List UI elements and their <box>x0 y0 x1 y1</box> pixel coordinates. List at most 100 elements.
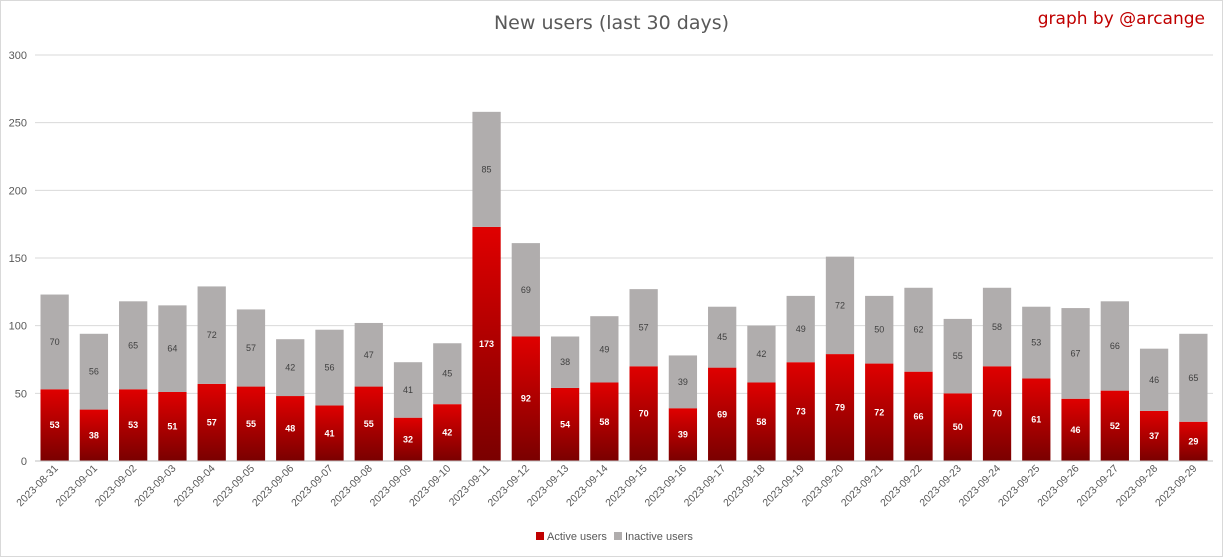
bar-active[interactable] <box>904 371 933 461</box>
bar-active[interactable] <box>40 389 69 461</box>
bar-inactive[interactable] <box>315 329 344 406</box>
data-label-inactive: 58 <box>992 322 1002 332</box>
data-label-active: 48 <box>285 424 295 434</box>
bar-active[interactable] <box>1100 390 1129 461</box>
bar-inactive[interactable] <box>1139 348 1169 411</box>
bar-inactive[interactable] <box>1179 333 1208 422</box>
data-label-inactive: 67 <box>1071 348 1081 358</box>
data-label-active: 53 <box>128 420 138 430</box>
bar-inactive[interactable] <box>40 294 69 390</box>
y-tick-label: 0 <box>21 456 27 468</box>
y-axis: 0 50 100 150 200 250 300 <box>9 50 27 468</box>
bar-inactive[interactable] <box>629 289 658 367</box>
data-label-active: 69 <box>717 409 727 419</box>
data-label-active: 58 <box>599 417 609 427</box>
bar-active[interactable] <box>1061 398 1090 461</box>
data-label-inactive: 85 <box>482 164 492 174</box>
bar-active[interactable] <box>158 391 187 461</box>
bar-inactive[interactable] <box>943 318 972 394</box>
data-label-inactive: 64 <box>167 344 177 354</box>
bar-inactive[interactable] <box>904 287 933 372</box>
bar-inactive[interactable] <box>236 309 266 387</box>
bar-inactive[interactable] <box>433 343 462 405</box>
bar-inactive[interactable] <box>550 336 580 388</box>
x-axis: 2023-08-312023-09-012023-09-022023-09-03… <box>14 460 1213 510</box>
bar-inactive[interactable] <box>1061 308 1090 399</box>
bar-active[interactable] <box>590 382 619 461</box>
bar-active[interactable] <box>1139 410 1169 461</box>
bar-active[interactable] <box>472 226 501 461</box>
bar-active[interactable] <box>943 393 972 461</box>
data-label-inactive: 72 <box>207 330 217 340</box>
bar-active[interactable] <box>197 383 226 461</box>
data-label-inactive: 47 <box>364 350 374 360</box>
bar-inactive[interactable] <box>472 111 501 227</box>
bar-inactive[interactable] <box>668 355 698 409</box>
y-tick-label: 100 <box>9 321 27 333</box>
data-label-inactive: 65 <box>128 340 138 350</box>
bar-active[interactable] <box>433 404 462 461</box>
bar-inactive[interactable] <box>1100 301 1129 391</box>
bar-inactive[interactable] <box>1022 306 1051 379</box>
bar-inactive[interactable] <box>590 316 619 383</box>
bar-inactive[interactable] <box>197 286 226 384</box>
bar-active[interactable] <box>354 386 383 461</box>
data-label-active: 55 <box>364 419 374 429</box>
data-label-active: 39 <box>678 430 688 440</box>
legend: Active users Inactive users <box>536 531 693 543</box>
bar-active[interactable] <box>982 366 1012 461</box>
data-label-active: 66 <box>913 411 923 421</box>
bar-active[interactable] <box>668 408 698 461</box>
bar-active[interactable] <box>315 405 344 461</box>
bar-active[interactable] <box>825 354 855 461</box>
bar-inactive[interactable] <box>393 362 423 418</box>
data-label-active: 61 <box>1031 415 1041 425</box>
data-label-active: 29 <box>1188 436 1198 446</box>
legend-label-active[interactable]: Active users <box>547 531 607 543</box>
bar-active[interactable] <box>79 409 109 461</box>
data-label-inactive: 72 <box>835 300 845 310</box>
bar-inactive[interactable] <box>119 301 148 390</box>
bar-inactive[interactable] <box>747 325 776 383</box>
bar-active[interactable] <box>119 389 148 461</box>
bar-inactive[interactable] <box>708 306 737 368</box>
bar-active[interactable] <box>393 417 423 461</box>
bar-active[interactable] <box>629 366 658 461</box>
bar-active[interactable] <box>236 386 266 461</box>
y-tick-label: 150 <box>9 253 27 265</box>
chart-title: New users (last 30 days) <box>493 12 730 34</box>
bar-inactive[interactable] <box>276 339 305 397</box>
bar-inactive[interactable] <box>354 322 383 387</box>
bar-active[interactable] <box>1179 421 1208 461</box>
bar-active[interactable] <box>747 382 776 461</box>
data-label-inactive: 49 <box>796 324 806 334</box>
bar-active[interactable] <box>511 336 540 461</box>
data-label-active: 57 <box>207 417 217 427</box>
data-label-active: 51 <box>167 421 177 431</box>
bar-active[interactable] <box>865 363 894 461</box>
data-label-active: 53 <box>50 420 60 430</box>
bar-inactive[interactable] <box>158 305 187 392</box>
data-label-active: 55 <box>246 419 256 429</box>
bar-active[interactable] <box>1022 378 1051 461</box>
bar-inactive[interactable] <box>79 333 109 410</box>
x-tick-label: 2023-09-10 <box>407 463 454 510</box>
legend-swatch-inactive <box>614 532 622 540</box>
data-label-inactive: 56 <box>324 363 334 373</box>
bar-inactive[interactable] <box>865 295 894 364</box>
bar-active[interactable] <box>550 387 580 461</box>
bar-inactive[interactable] <box>982 287 1012 367</box>
bar-inactive[interactable] <box>511 243 540 337</box>
y-tick-label: 250 <box>9 118 27 130</box>
data-label-inactive: 66 <box>1110 341 1120 351</box>
bar-inactive[interactable] <box>786 295 815 363</box>
data-label-inactive: 39 <box>678 377 688 387</box>
bar-active[interactable] <box>708 367 737 461</box>
bar-inactive[interactable] <box>825 256 855 355</box>
data-label-inactive: 57 <box>639 323 649 333</box>
legend-label-inactive[interactable]: Inactive users <box>625 531 693 543</box>
bar-active[interactable] <box>786 362 815 461</box>
y-tick-label: 200 <box>9 185 27 197</box>
bar-active[interactable] <box>276 396 305 461</box>
